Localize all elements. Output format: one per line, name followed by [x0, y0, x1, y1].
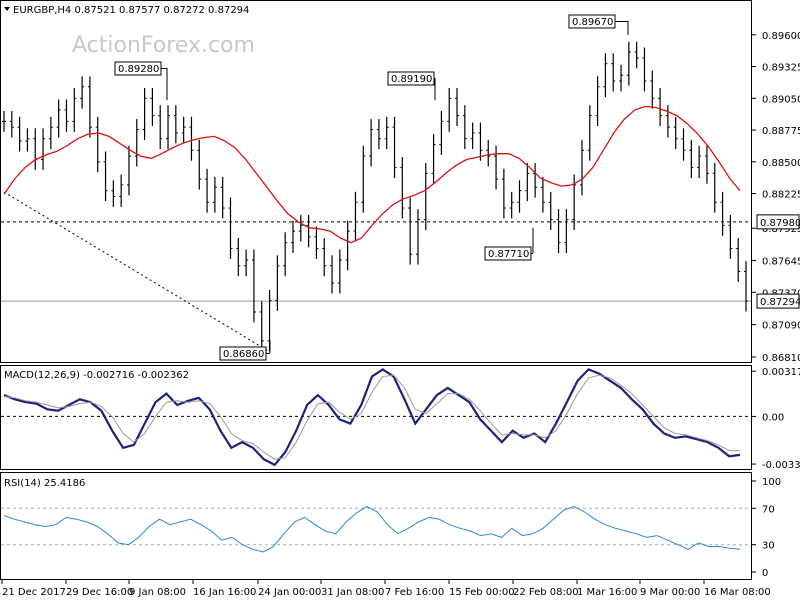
- resistance-label-box: [756, 214, 800, 230]
- time-tick-label: 16 Mar 08:00: [704, 587, 771, 598]
- annotation-box: [484, 246, 532, 261]
- rsi-tick-label: 30: [762, 541, 775, 552]
- price-title: EURGBP,H4 0.87521 0.87577 0.87272 0.8729…: [13, 5, 249, 16]
- macd-tick-label: -0.003344: [762, 460, 800, 471]
- current-price-label: 0.87294: [760, 297, 800, 308]
- annotation-label: 0.89670: [572, 17, 613, 28]
- time-tick-label: 9 Jan 08:00: [129, 587, 186, 598]
- price-tick-label: 0.89600: [762, 31, 800, 42]
- rsi-tick-label: 100: [762, 477, 781, 488]
- rsi-tick-label: 70: [762, 504, 775, 515]
- price-tick-label: 0.87645: [762, 257, 800, 268]
- time-tick-label: 29 Dec 16:00: [66, 587, 133, 598]
- price-axis: 0.89600 0.89325 0.89050 0.88775 0.88500 0.882…: [751, 31, 800, 364]
- price-tick-label: 0.89325: [762, 63, 800, 74]
- annotation-box: [568, 14, 616, 29]
- macd-signal-line: [3, 374, 740, 460]
- annotation-box: [387, 71, 435, 86]
- time-tick-label: 1 Mar 16:00: [577, 587, 637, 598]
- macd-title: MACD(12,26,9) -0.002716 -0.002362: [4, 370, 189, 381]
- price-tick-label: 0.89050: [762, 94, 800, 105]
- price-lines: 0.87980 0.87294: [1, 41, 800, 353]
- rsi-line: [3, 505, 741, 553]
- price-annotations: 0.89280 0.89190 0.89670 0.87710 0.86860: [114, 14, 629, 361]
- time-tick-label: 16 Jan 16:00: [193, 587, 256, 598]
- annotation-label: 0.87710: [488, 249, 529, 260]
- annotation-box: [114, 61, 162, 76]
- price-tick-label: 0.88225: [762, 190, 800, 201]
- price-tick-label: 0.88775: [762, 126, 800, 137]
- rsi-tick-label: 0: [762, 568, 768, 579]
- resistance-label: 0.87980: [760, 218, 800, 229]
- price-tick-label: 0.86810: [762, 353, 800, 364]
- annotation-label: 0.89190: [391, 74, 432, 85]
- time-tick-label: 7 Feb 16:00: [385, 587, 444, 598]
- macd-layer: 0.003177 0.00 -0.003344: [1, 367, 800, 471]
- current-price-box: [756, 293, 800, 309]
- macd-tick-label: 0.003177: [762, 367, 800, 378]
- watermark: ActionForex.com: [72, 33, 255, 58]
- time-tick-label: 9 Mar 00:00: [640, 587, 700, 598]
- moving-average-line: [3, 105, 741, 244]
- time-axis: 21 Dec 2017 29 Dec 16:009 Jan 08:00 16 Jan…: [1, 580, 771, 598]
- macd-line: [3, 368, 741, 467]
- rsi-title: RSI(14) 25.4186: [4, 478, 85, 489]
- time-tick-label: 21 Dec 2017: [2, 587, 66, 598]
- time-tick-label: 24 Jan 00:00: [258, 587, 321, 598]
- rsi-panel: [0, 472, 752, 580]
- trendline: [3, 191, 271, 353]
- macd-panel: [0, 365, 752, 470]
- dropdown-icon: [4, 7, 10, 11]
- macd-tick-label: 0.00: [762, 412, 784, 423]
- price-header: EURGBP,H4 0.87521 0.87577 0.87272 0.8729…: [4, 5, 249, 16]
- annotation-label: 0.86860: [223, 349, 264, 360]
- rsi-layer: 100 70 30 0: [1, 477, 781, 579]
- time-tick-label: 15 Feb 00:00: [449, 587, 515, 598]
- annotation-label: 0.89280: [118, 64, 159, 75]
- time-tick-label: 31 Jan 08:00: [321, 587, 384, 598]
- price-tick-label: 0.88500: [762, 158, 800, 169]
- annotation-box: [219, 346, 267, 361]
- price-tick-label: 0.87925: [762, 224, 800, 235]
- time-tick-label: 22 Feb 08:00: [513, 587, 579, 598]
- price-panel: [0, 0, 752, 363]
- price-tick-label: 0.87090: [762, 321, 800, 332]
